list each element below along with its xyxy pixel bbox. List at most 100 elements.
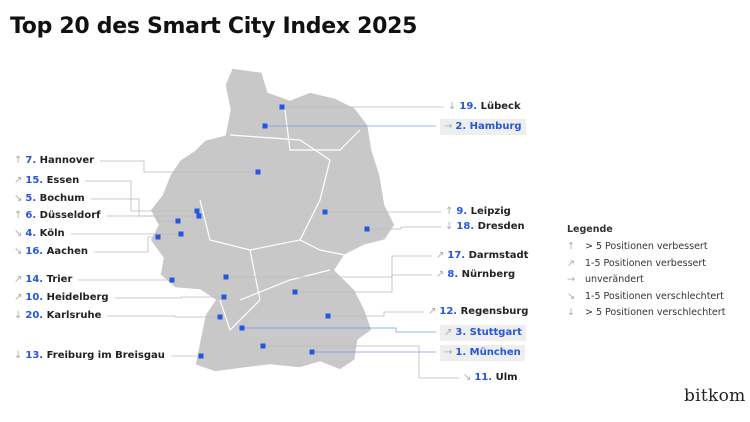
leader-line [91, 198, 199, 217]
city-rank: 2. [455, 121, 467, 132]
trend-up-icon: ↗ [14, 274, 23, 285]
city-label: ↘ 5. Bochum [14, 192, 85, 206]
city-name: München [469, 347, 521, 358]
city-marker [175, 218, 181, 224]
trend-up-strong-icon: ↑ [445, 206, 454, 217]
city-name: Aachen [46, 246, 89, 257]
city-marker [322, 209, 328, 215]
city-label: ↗ 17. Darmstadt [436, 249, 528, 263]
city-name: Bochum [39, 193, 85, 204]
city-name: Hamburg [469, 121, 522, 132]
city-rank: 18. [456, 221, 475, 232]
city-name: Leipzig [470, 206, 511, 217]
city-marker [194, 208, 200, 214]
state-border [199, 134, 331, 251]
city-rank: 10. [25, 292, 44, 303]
trend-up-icon: ↗ [428, 306, 437, 317]
legend-item: ↘ 1-5 Positionen verschlechtert [567, 291, 725, 308]
trend-up-icon: ↗ [14, 175, 23, 186]
city-marker [198, 353, 204, 359]
trend-down-strong-icon: ↓ [448, 101, 457, 112]
city-rank: 8. [447, 269, 459, 280]
legend-item: → unverändert [567, 274, 725, 291]
city-rank: 17. [447, 250, 466, 261]
leader-line [263, 345, 459, 379]
trend-down-icon: ↘ [463, 372, 472, 383]
trend-up-strong-icon: ↑ [14, 155, 23, 166]
city-label: ↑ 7. Hannover [14, 154, 94, 168]
city-name: Regensburg [460, 306, 529, 317]
city-rank: 7. [25, 155, 37, 166]
city-name: Düsseldorf [39, 210, 101, 221]
trend-up-icon: ↗ [14, 292, 23, 303]
city-rank: 13. [25, 350, 44, 361]
state-border [284, 109, 361, 151]
city-name: Darmstadt [468, 250, 529, 261]
city-name: Heidelberg [46, 292, 109, 303]
germany-outline [149, 67, 396, 373]
city-name: Ulm [495, 372, 518, 383]
state-border [219, 249, 261, 332]
legend-label: > 5 Positionen verbessert [585, 241, 708, 252]
city-rank: 5. [25, 193, 37, 204]
trend-down-icon: ↘ [14, 246, 23, 257]
trend-up-icon: ↗ [436, 269, 445, 280]
city-label: ↗ 8. Nürnberg [436, 268, 515, 282]
leader-line [226, 255, 432, 278]
city-name: Köln [39, 228, 65, 239]
leader-line [107, 215, 178, 222]
city-label: ↘ 4. Köln [14, 227, 65, 241]
city-marker [239, 325, 245, 331]
city-label: ↑ 6. Düsseldorf [14, 209, 101, 223]
city-label: ↘ 11. Ulm [463, 371, 518, 385]
legend-title: Legende [567, 224, 613, 235]
trend-same-icon: → [444, 347, 453, 358]
trend-down-strong-icon: ↓ [14, 350, 23, 361]
city-label: → 2. Hamburg [440, 119, 526, 135]
city-label: ↓ 18. Dresden [445, 220, 525, 234]
trend-up-strong-icon: ↑ [14, 210, 23, 221]
legend-label: 1-5 Positionen verbessert [585, 257, 707, 269]
bitkom-logo: bitkom [684, 386, 746, 406]
city-rank: 16. [25, 246, 44, 257]
city-label: ↗ 10. Heidelberg [14, 291, 109, 305]
city-name: Essen [46, 175, 80, 186]
legend-label: unverändert [585, 274, 644, 285]
city-label: ↗ 12. Regensburg [428, 305, 528, 319]
city-name: Freiburg im Breisgau [46, 350, 165, 361]
city-name: Lübeck [480, 101, 521, 112]
city-rank: 15. [25, 175, 44, 186]
city-rank: 11. [474, 372, 493, 383]
city-name: Hannover [39, 155, 95, 166]
trend-up-icon: ↗ [444, 327, 453, 338]
city-marker [309, 349, 315, 355]
city-rank: 14. [25, 274, 44, 285]
trend-down-icon: ↘ [14, 193, 23, 204]
state-border [239, 269, 331, 301]
legend-item: ↓ > 5 Positionen verschlechtert [567, 307, 725, 324]
city-name: Dresden [477, 221, 525, 232]
trend-down-strong-icon: ↓ [445, 221, 454, 232]
city-name: Trier [46, 274, 73, 285]
city-rank: 12. [439, 306, 458, 317]
city-name: Karlsruhe [46, 310, 102, 321]
city-marker [279, 104, 285, 110]
city-label: ↘ 16. Aachen [14, 245, 88, 259]
city-marker [292, 289, 298, 295]
trend-up-icon: ↗ [436, 250, 445, 261]
legend: Legende ↑ > 5 Positionen verbessert ↗ 1-5 P… [567, 224, 725, 324]
legend-item: ↑ > 5 Positionen verbessert [567, 241, 725, 258]
leader-line [328, 311, 424, 317]
city-rank: 19. [459, 101, 478, 112]
city-label: ↓ 20. Karlsruhe [14, 309, 101, 323]
city-marker [364, 226, 370, 232]
city-rank: 3. [455, 327, 467, 338]
city-rank: 4. [25, 228, 37, 239]
city-marker [196, 213, 202, 219]
city-label: ↑ 9. Leipzig [445, 205, 511, 219]
legend-item: ↗ 1-5 Positionen verbessert [567, 258, 725, 275]
city-marker [221, 294, 227, 300]
state-border [299, 239, 346, 256]
city-label: → 1. München [440, 345, 525, 361]
